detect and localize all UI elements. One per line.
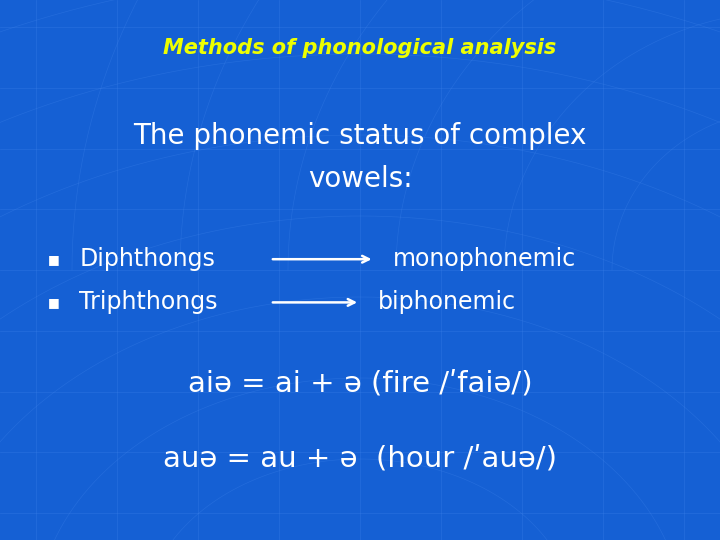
Text: ■: ■: [48, 296, 60, 309]
Text: monophonemic: monophonemic: [392, 247, 576, 271]
Text: ■: ■: [48, 253, 60, 266]
Text: The phonemic status of complex: The phonemic status of complex: [133, 122, 587, 150]
Text: auə = au + ə  (hour /ʹauə/): auə = au + ə (hour /ʹauə/): [163, 445, 557, 473]
Text: aiə = ai + ə (fire /ʹfaiə/): aiə = ai + ə (fire /ʹfaiə/): [188, 369, 532, 397]
Text: Diphthongs: Diphthongs: [79, 247, 215, 271]
Text: Triphthongs: Triphthongs: [79, 291, 217, 314]
Text: Methods of phonological analysis: Methods of phonological analysis: [163, 38, 557, 58]
Text: biphonemic: biphonemic: [378, 291, 516, 314]
Text: vowels:: vowels:: [307, 165, 413, 193]
